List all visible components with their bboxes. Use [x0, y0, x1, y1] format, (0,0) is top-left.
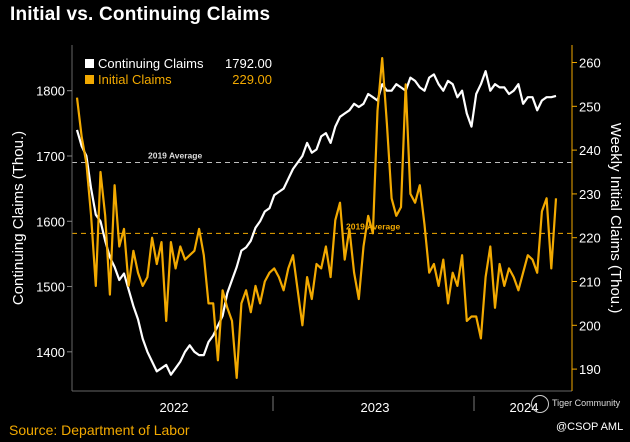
x-tick-label: 2023 — [361, 400, 390, 415]
legend-value-initial: 229.00 — [232, 72, 272, 87]
left-tick-label: 1800 — [36, 84, 65, 99]
plot-lines — [72, 56, 572, 379]
right-tick-label: 230 — [579, 187, 601, 202]
left-tick-label: 1500 — [36, 280, 65, 295]
series-line-initial — [75, 56, 558, 379]
right-axis-label: Weekly Initial Claims (Thou.) — [607, 123, 624, 314]
legend-label-initial: Initial Claims — [98, 72, 172, 87]
right-tick-label: 210 — [579, 275, 601, 290]
right-tick-label: 220 — [579, 231, 601, 246]
ref-line-label-continuing: 2019 Average — [148, 151, 202, 161]
left-tick-label: 1600 — [36, 214, 65, 229]
left-tick-label: 1400 — [36, 345, 65, 360]
legend: Continuing Claims 1792.00 Initial Claims… — [85, 56, 272, 87]
watermark-handle: @CSOP AML — [556, 421, 624, 433]
axes — [71, 45, 573, 392]
x-tick-label: 2022 — [160, 400, 189, 415]
x-axis-ticks: 2022 2023 2024 — [160, 396, 538, 415]
left-axis-ticks: 1400 1500 1600 1700 1800 — [36, 84, 72, 360]
series-line-continuing — [75, 69, 557, 376]
watermark-brand: Tiger Community — [552, 398, 621, 408]
left-axis-label: Continuing Claims (Thou.) — [10, 131, 27, 305]
left-tick-label: 1700 — [36, 149, 65, 164]
source-note: Source: Department of Labor — [9, 422, 190, 438]
right-tick-label: 250 — [579, 99, 601, 114]
legend-label-continuing: Continuing Claims — [98, 56, 204, 71]
legend-swatch-continuing — [85, 59, 94, 68]
legend-value-continuing: 1792.00 — [225, 56, 272, 71]
right-axis-ticks: 190 200 210 220 230 240 250 260 — [572, 56, 601, 377]
legend-swatch-initial — [85, 75, 94, 84]
chart-title: Initial vs. Continuing Claims — [10, 4, 271, 25]
right-tick-label: 260 — [579, 56, 601, 71]
tiger-logo-icon — [531, 395, 549, 413]
ref-line-label-initial: 2019 Average — [346, 221, 400, 231]
right-tick-label: 200 — [579, 318, 601, 333]
right-tick-label: 240 — [579, 143, 601, 158]
right-tick-label: 190 — [579, 362, 601, 377]
